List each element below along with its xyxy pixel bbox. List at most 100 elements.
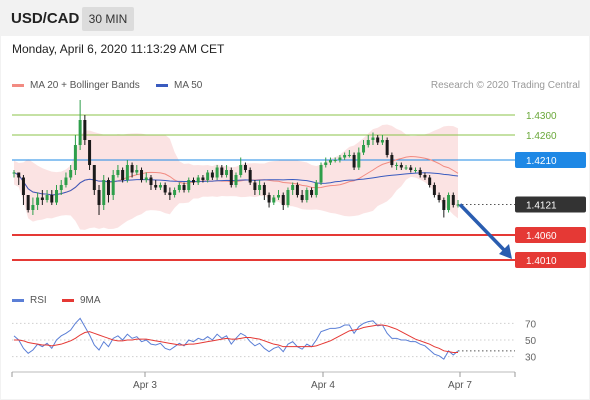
candle-body bbox=[45, 195, 49, 200]
legend-rsi-label: RSI bbox=[30, 295, 47, 306]
candle-body bbox=[314, 182, 318, 195]
candle-body bbox=[376, 137, 380, 143]
candle-body bbox=[220, 167, 224, 175]
candle-body bbox=[352, 155, 356, 168]
candle-body bbox=[366, 140, 370, 145]
candle-body bbox=[130, 165, 134, 173]
candle-body bbox=[83, 120, 87, 140]
legend-ma50-label: MA 50 bbox=[174, 80, 203, 91]
candle-body bbox=[310, 190, 314, 195]
candle-body bbox=[380, 140, 384, 143]
candle-body bbox=[225, 170, 229, 175]
candle-body bbox=[243, 165, 247, 170]
candle-body bbox=[97, 190, 101, 205]
legend-rsi: RSI bbox=[12, 295, 47, 306]
rsi-swatch bbox=[12, 298, 24, 302]
symbol-title: USD/CAD bbox=[11, 10, 80, 27]
candle-body bbox=[399, 165, 403, 168]
candle-body bbox=[234, 175, 238, 185]
legend-ma50: MA 50 bbox=[156, 80, 202, 91]
candle-body bbox=[144, 177, 148, 180]
legend-9ma: 9MA bbox=[62, 295, 101, 306]
candle-body bbox=[319, 165, 323, 183]
candle-body bbox=[390, 155, 394, 165]
top-bar: USD/CAD 30 MIN bbox=[0, 0, 590, 36]
level-label-badge bbox=[515, 196, 586, 213]
rsi-tick-label: 50 bbox=[525, 336, 537, 347]
x-tick-label: Apr 3 bbox=[133, 380, 157, 391]
candle-body bbox=[177, 185, 181, 190]
forecast-arrow-shaft bbox=[458, 203, 508, 254]
candle-body bbox=[286, 190, 290, 205]
candle-body bbox=[59, 185, 63, 190]
candle-body bbox=[26, 195, 30, 210]
legend-9ma-label: 9MA bbox=[80, 295, 101, 306]
candle-body bbox=[343, 155, 347, 158]
level-label: 1.4300 bbox=[526, 111, 557, 122]
candle-body bbox=[50, 195, 54, 203]
candle-body bbox=[239, 165, 243, 175]
candle-body bbox=[347, 155, 351, 156]
candle-body bbox=[432, 185, 436, 195]
level-label-badge bbox=[515, 252, 586, 268]
candle-body bbox=[92, 165, 96, 190]
level-label: 1.4010 bbox=[526, 256, 557, 267]
rsi-series-9ma bbox=[14, 324, 458, 353]
candle-body bbox=[168, 192, 172, 195]
candle-body bbox=[111, 175, 115, 195]
candle-body bbox=[55, 190, 59, 203]
rsi-tick-label: 30 bbox=[525, 353, 537, 364]
candle-body bbox=[267, 195, 271, 203]
candle-body bbox=[196, 177, 200, 183]
candle-body bbox=[36, 197, 40, 205]
timeframe-button[interactable]: 30 MIN bbox=[82, 7, 134, 31]
candle-body bbox=[456, 204, 460, 206]
candle-body bbox=[40, 197, 44, 200]
level-label: 1.4121 bbox=[526, 201, 557, 212]
candle-body bbox=[210, 172, 214, 178]
candle-body bbox=[253, 182, 257, 190]
candle-body bbox=[69, 170, 73, 178]
candle-body bbox=[305, 190, 309, 200]
candle-body bbox=[135, 170, 139, 173]
candle-body bbox=[409, 167, 413, 170]
rsi-tick-label: 70 bbox=[525, 319, 537, 330]
candle-body bbox=[106, 180, 110, 195]
candle-body bbox=[191, 180, 195, 183]
candle-body bbox=[295, 185, 299, 195]
level-label: 1.4060 bbox=[526, 231, 557, 242]
candle-body bbox=[215, 167, 219, 178]
candle-body bbox=[121, 170, 125, 180]
candle-body bbox=[437, 195, 441, 200]
level-label-badge bbox=[515, 227, 586, 243]
candle-body bbox=[64, 177, 68, 185]
level-label: 1.4210 bbox=[526, 156, 557, 167]
candle-body bbox=[229, 170, 233, 185]
level-label-badge bbox=[515, 152, 586, 168]
candle-body bbox=[272, 197, 276, 203]
candle-body bbox=[154, 185, 158, 188]
candle-body bbox=[187, 180, 191, 190]
candle-body bbox=[125, 165, 129, 180]
candle-body bbox=[201, 177, 205, 180]
candle-body bbox=[78, 120, 82, 145]
candle-body bbox=[73, 145, 77, 170]
x-tick-label: Apr 4 bbox=[311, 380, 335, 391]
candle-body bbox=[140, 170, 144, 180]
candle-body bbox=[277, 195, 281, 198]
candle-body bbox=[357, 152, 361, 168]
level-label: 1.4260 bbox=[526, 131, 557, 142]
candle-body bbox=[31, 205, 35, 210]
candle-body bbox=[182, 185, 186, 190]
x-tick-label: Apr 7 bbox=[448, 380, 472, 391]
candle-body bbox=[428, 177, 432, 185]
candle-body bbox=[404, 167, 408, 169]
candle-body bbox=[173, 190, 177, 195]
candle-body bbox=[21, 177, 25, 195]
candle-body bbox=[338, 157, 342, 160]
candle-body bbox=[149, 177, 153, 185]
candle-body bbox=[258, 185, 262, 190]
candle-body bbox=[206, 172, 210, 180]
candle-body bbox=[362, 145, 366, 153]
